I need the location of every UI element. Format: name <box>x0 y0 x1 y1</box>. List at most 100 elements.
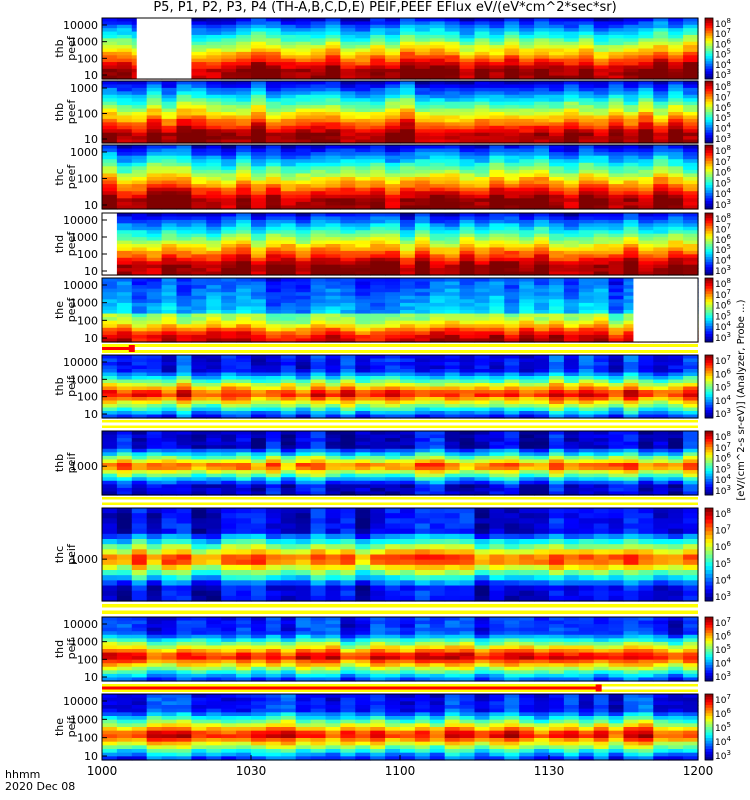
heatmap-cell <box>608 404 625 409</box>
heatmap-cell <box>668 261 684 266</box>
heatmap-cell <box>474 152 490 157</box>
heatmap-cell <box>325 261 341 266</box>
heatmap-cell <box>325 205 341 210</box>
heatmap-cell <box>519 18 535 22</box>
heatmap-cell <box>444 295 461 300</box>
colorbar-frame <box>704 354 714 419</box>
heatmap-cell <box>549 169 565 175</box>
heatmap-cell <box>474 407 490 412</box>
heatmap-cell <box>638 166 654 171</box>
heatmap-cell <box>325 166 341 171</box>
heatmap-cell <box>265 452 282 457</box>
heatmap-cell <box>623 226 639 231</box>
heatmap-cell <box>191 213 207 218</box>
heatmap-cell <box>489 327 505 332</box>
heatmap-cell <box>206 281 222 286</box>
heatmap-cell <box>623 334 639 340</box>
heatmap-cell <box>340 58 356 63</box>
colorbar-step <box>705 43 713 47</box>
colorbar-step <box>705 147 713 151</box>
heatmap-cell <box>519 271 535 276</box>
heatmap-cell <box>295 91 312 96</box>
heatmap-cell <box>310 132 327 137</box>
heatmap-cell <box>370 223 386 228</box>
heatmap-cell <box>310 434 327 439</box>
heatmap-cell <box>355 431 371 436</box>
heatmap-cell <box>504 105 520 110</box>
heatmap-cell <box>146 358 163 363</box>
heatmap-cell <box>102 445 118 450</box>
heatmap-cell <box>489 271 505 276</box>
heatmap-cell <box>176 152 192 157</box>
heatmap-cell <box>578 369 595 374</box>
heatmap-cell <box>385 118 401 123</box>
heatmap-cell <box>161 452 178 457</box>
heatmap-cell <box>653 48 669 53</box>
heatmap-cell <box>176 132 192 137</box>
heatmap-cell <box>355 310 371 315</box>
heatmap-cell <box>280 68 297 73</box>
heatmap-cell <box>340 302 356 308</box>
heatmap-cell <box>534 132 550 137</box>
heatmap-cell <box>370 397 386 402</box>
heatmap-cell <box>102 68 118 73</box>
heatmap-cell <box>414 441 431 446</box>
heatmap-cell <box>385 18 401 22</box>
heatmap-cell <box>370 310 386 315</box>
heatmap-cell <box>236 91 252 96</box>
heatmap-cell <box>131 362 148 367</box>
heatmap-cell <box>280 48 297 53</box>
heatmap-cell <box>191 358 207 363</box>
heatmap-cell <box>221 355 237 360</box>
heatmap-cell <box>400 434 416 439</box>
heatmap-cell <box>668 233 684 238</box>
heatmap-cell <box>653 38 669 43</box>
heatmap-cell <box>370 191 386 196</box>
heatmap-cell <box>340 152 356 157</box>
heatmap-cell <box>683 81 699 86</box>
heatmap-cell <box>400 173 416 178</box>
heatmap-cell <box>176 355 192 360</box>
heatmap-cell <box>131 455 148 461</box>
heatmap-cell <box>504 281 520 286</box>
heatmap-cell <box>653 362 669 367</box>
heatmap-cell <box>251 129 267 134</box>
heatmap-cell <box>265 268 282 273</box>
heatmap-cell <box>116 292 133 297</box>
heatmap-cell <box>414 411 431 416</box>
heatmap-cell <box>429 431 446 436</box>
heatmap-cell <box>400 302 416 308</box>
heatmap-cell <box>400 98 416 103</box>
heatmap-cell <box>519 233 535 238</box>
heatmap-cell <box>236 48 252 53</box>
heatmap-cell <box>578 295 595 300</box>
heatmap-cell <box>429 414 446 419</box>
heatmap-cell <box>683 198 699 203</box>
heatmap-cell <box>623 62 639 67</box>
heatmap-cell <box>563 268 580 273</box>
heatmap-cell <box>251 191 267 196</box>
heatmap-cell <box>355 198 371 203</box>
heatmap-cell <box>280 139 297 144</box>
heatmap-cell <box>638 254 654 259</box>
heatmap-cell <box>683 376 699 381</box>
heatmap-cell <box>146 438 163 443</box>
heatmap-cell <box>578 45 595 50</box>
heatmap-cell <box>683 194 699 199</box>
heatmap-cell <box>623 244 639 249</box>
heatmap-cell <box>653 372 669 377</box>
heatmap-cell <box>340 159 356 164</box>
heatmap-cell <box>325 125 341 130</box>
heatmap-cell <box>325 404 341 409</box>
heatmap-cell <box>563 372 580 377</box>
heatmap-cell <box>489 112 505 117</box>
heatmap-cell <box>608 247 625 252</box>
heatmap-cell <box>668 34 684 39</box>
heatmap-cell <box>549 369 565 374</box>
heatmap-cell <box>206 48 222 53</box>
heatmap-cell <box>414 41 431 46</box>
colorbar-step <box>705 174 713 178</box>
heatmap-cell <box>489 376 505 381</box>
heatmap-cell <box>370 264 386 269</box>
heatmap-cell <box>668 230 684 235</box>
